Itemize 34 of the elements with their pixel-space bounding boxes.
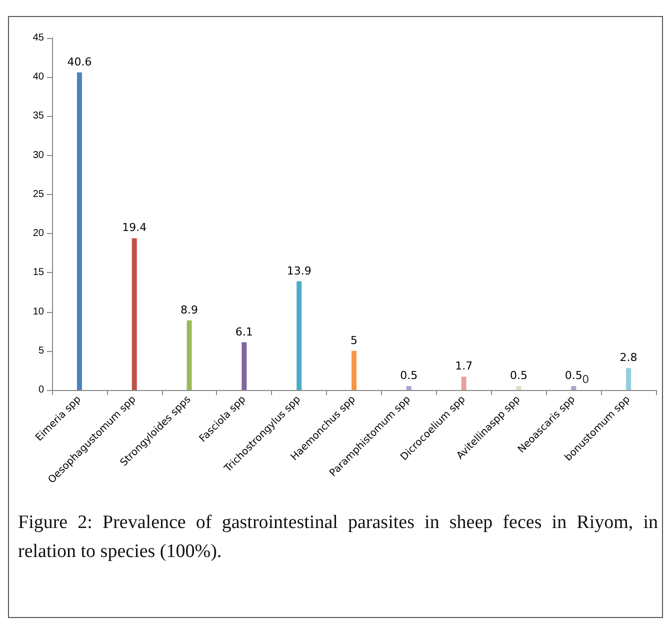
bar: [406, 386, 412, 390]
bar: [461, 376, 466, 390]
y-tick-label: 30: [32, 150, 44, 161]
bar: [186, 320, 192, 390]
bar: [352, 350, 356, 390]
caption: Figure 2: Prevalence of gastrointestinal parasites in sheep feces in Riyom, in relation to species (100%).: [18, 511, 658, 564]
data-label: 2.8: [620, 351, 638, 364]
data-label: 6.1: [235, 325, 253, 338]
data-label: 40.6: [67, 55, 92, 68]
data-label: 0.5: [510, 369, 528, 382]
data-label: 13.9: [286, 264, 312, 278]
y-tick-label: 5: [38, 345, 44, 356]
y-tick-label: 15: [32, 267, 44, 278]
y-tick-label: 35: [32, 110, 44, 122]
bar: [626, 368, 632, 390]
y-tick-label: 20: [32, 228, 44, 240]
data-label: 0.5: [564, 369, 582, 382]
bar: [132, 238, 137, 390]
bar: [296, 281, 302, 390]
annotation: 0: [582, 373, 590, 386]
data-label: 5: [350, 334, 358, 347]
data-label: 19.4: [122, 221, 147, 234]
bar: [571, 386, 576, 390]
y-tick-label: 0: [38, 384, 44, 396]
bar: [516, 386, 522, 390]
data-label: 0.5: [400, 369, 418, 382]
bar: [242, 342, 247, 390]
y-tick-label: 10: [32, 306, 44, 318]
y-tick-label: 45: [32, 32, 44, 44]
y-tick-label: 40: [32, 72, 44, 83]
data-label: 1.7: [455, 360, 473, 373]
bar: [76, 72, 82, 390]
data-label: 8.9: [180, 303, 198, 316]
y-tick-label: 25: [32, 188, 44, 200]
